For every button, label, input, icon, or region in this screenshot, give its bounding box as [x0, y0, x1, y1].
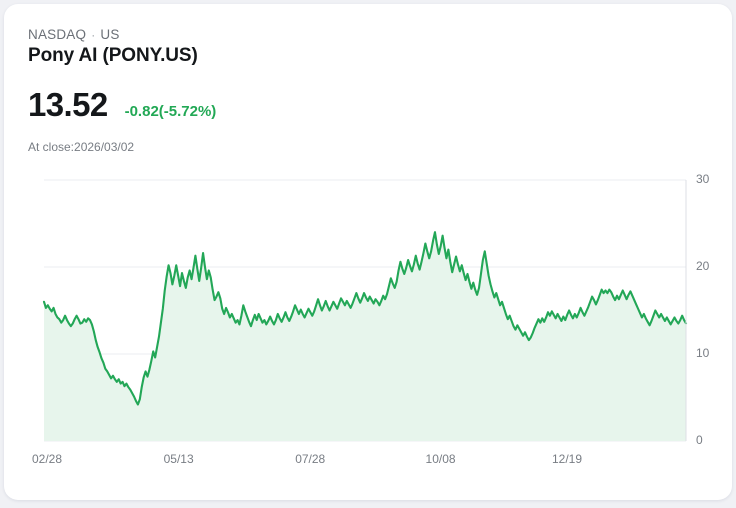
price-change: -0.82(-5.72%) [124, 103, 217, 120]
price-value: 13.52 [28, 86, 108, 123]
y-axis-tick-label: 10 [696, 346, 710, 360]
chart-canvas [42, 179, 688, 442]
market-status-note: At close:2026/03/02 [28, 140, 135, 154]
x-axis-tick-label: 10/08 [425, 452, 456, 466]
chart-line [42, 231, 688, 406]
price-chart[interactable]: 0 10 20 30 02/28 05/13 07/28 10/08 12/19 [4, 164, 732, 484]
exchange-line: NASDAQ · US [28, 27, 120, 42]
price-row: 13.52 -0.82(-5.72%) [28, 86, 216, 124]
stock-quote-card: NASDAQ · US Pony AI (PONY.US) 13.52 -0.82(… [4, 4, 732, 500]
x-axis-tick-label: 07/28 [295, 452, 326, 466]
y-axis-tick-label: 20 [696, 259, 710, 273]
x-axis-tick-label: 02/28 [31, 452, 63, 466]
page-title: Pony AI (PONY.US) [28, 45, 198, 66]
chart-area-fill [44, 232, 686, 441]
exchange-separator: · [91, 28, 96, 42]
y-axis-tick-label: 30 [696, 172, 710, 186]
exchange-name: NASDAQ [28, 27, 87, 42]
x-axis-tick-label: 05/13 [163, 452, 194, 466]
region-label: US [100, 27, 120, 42]
y-axis-tick-label: 0 [696, 433, 703, 447]
x-axis-tick-label: 12/19 [552, 452, 583, 466]
